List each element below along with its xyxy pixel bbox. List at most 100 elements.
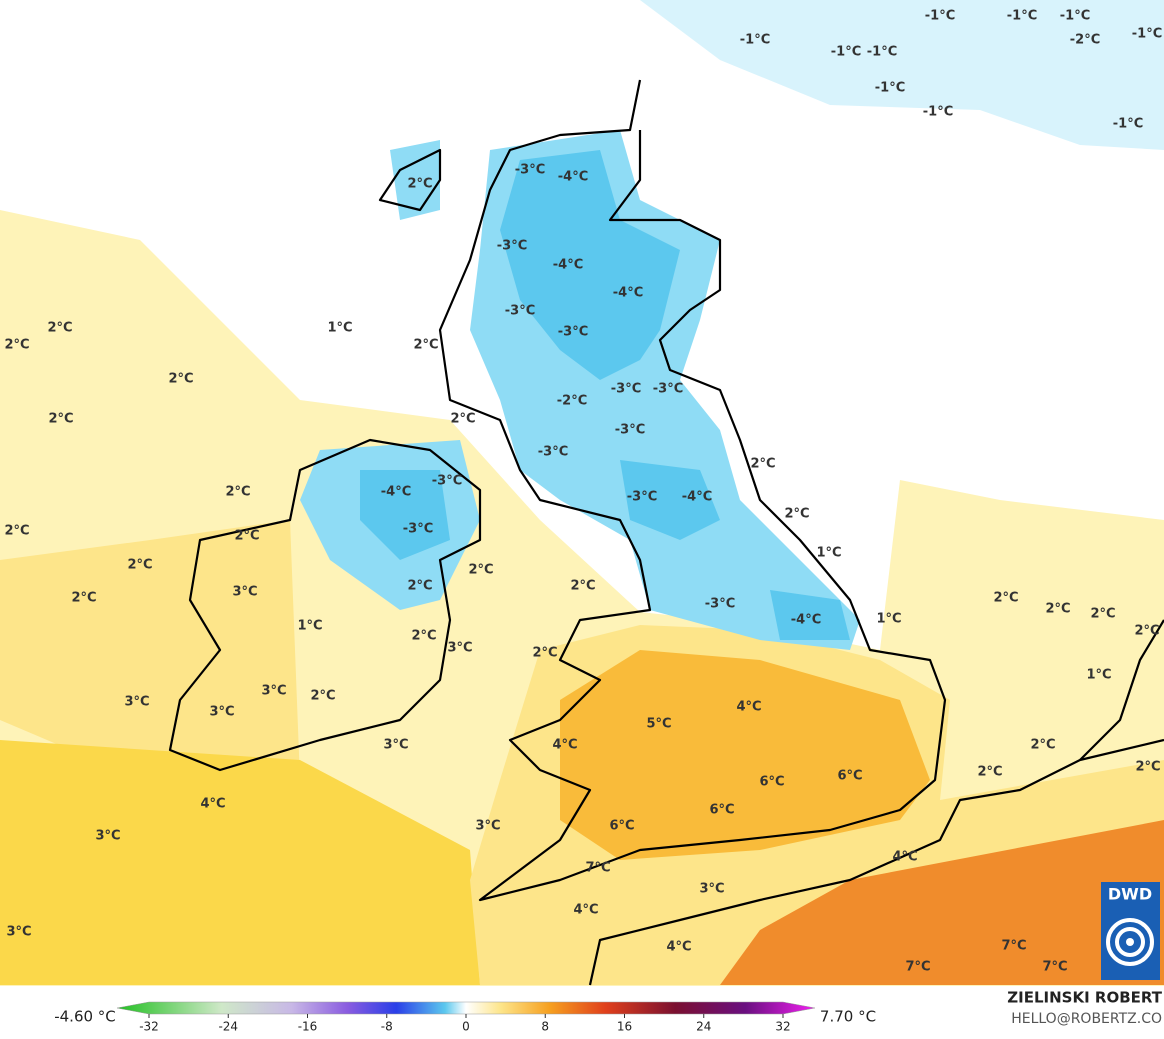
temp-label: 2°C bbox=[310, 689, 335, 704]
dwd-logo: DWD bbox=[1101, 882, 1160, 980]
temp-label: -1°C bbox=[1132, 27, 1162, 42]
coastline bbox=[588, 738, 1164, 986]
colorbar-min: -4.60 °C bbox=[54, 1008, 116, 1026]
temp-label: 6°C bbox=[709, 803, 734, 818]
temp-label: -4°C bbox=[558, 170, 588, 185]
logo-text: DWD bbox=[1108, 885, 1152, 904]
temp-label: 2°C bbox=[570, 579, 595, 594]
temp-label: 7°C bbox=[905, 960, 930, 975]
temp-label: 2°C bbox=[450, 412, 475, 427]
temp-label: 2°C bbox=[71, 591, 96, 606]
colorbar-tick-label: -8 bbox=[381, 1020, 393, 1034]
temp-label: 1°C bbox=[297, 619, 322, 634]
temp-label: 2°C bbox=[47, 321, 72, 336]
temp-label: 2°C bbox=[407, 177, 432, 192]
temp-label: -3°C bbox=[432, 474, 462, 489]
coastline bbox=[168, 438, 482, 772]
temp-label: 3°C bbox=[383, 738, 408, 753]
temp-label: 2°C bbox=[1135, 760, 1160, 775]
temp-label: 2°C bbox=[234, 529, 259, 544]
temp-label: 2°C bbox=[48, 412, 73, 427]
temp-label: -3°C bbox=[611, 382, 641, 397]
temp-label: 2°C bbox=[1134, 624, 1159, 639]
map-area bbox=[0, 0, 1164, 986]
temp-label: 7°C bbox=[585, 861, 610, 876]
temp-label: 2°C bbox=[411, 629, 436, 644]
temp-label: 2°C bbox=[407, 579, 432, 594]
temp-label: 3°C bbox=[6, 925, 31, 940]
temp-label: 3°C bbox=[209, 705, 234, 720]
temp-label: 5°C bbox=[646, 717, 671, 732]
temp-label: 6°C bbox=[759, 775, 784, 790]
temp-label: 4°C bbox=[200, 797, 225, 812]
temp-label: 2°C bbox=[532, 646, 557, 661]
coastline bbox=[378, 148, 442, 212]
temp-label: -3°C bbox=[653, 382, 683, 397]
temp-label: -3°C bbox=[497, 239, 527, 254]
colorbar-max: 7.70 °C bbox=[820, 1008, 876, 1026]
temp-label: 3°C bbox=[447, 641, 472, 656]
temp-label: 2°C bbox=[168, 372, 193, 387]
temp-label: -3°C bbox=[627, 490, 657, 505]
temp-label: 2°C bbox=[1030, 738, 1055, 753]
colorbar-tick-label: -16 bbox=[298, 1020, 318, 1034]
temp-label: 4°C bbox=[552, 738, 577, 753]
colorbar-tick-label: 8 bbox=[541, 1020, 549, 1034]
temp-label: -1°C bbox=[923, 105, 953, 120]
temp-label: -3°C bbox=[615, 423, 645, 438]
colorbar-tick-label: -32 bbox=[139, 1020, 159, 1034]
temp-label: -3°C bbox=[403, 522, 433, 537]
temp-label: -4°C bbox=[613, 286, 643, 301]
temp-label: -4°C bbox=[791, 613, 821, 628]
temp-label: 2°C bbox=[750, 457, 775, 472]
coastline bbox=[438, 79, 947, 902]
colorbar-tick-label: 32 bbox=[775, 1020, 790, 1034]
temp-label: -1°C bbox=[740, 33, 770, 48]
temp-label: -4°C bbox=[553, 258, 583, 273]
temp-label: -4°C bbox=[381, 485, 411, 500]
temp-label: 3°C bbox=[124, 695, 149, 710]
temp-label: 1°C bbox=[816, 546, 841, 561]
temp-label: 4°C bbox=[736, 700, 761, 715]
temp-label: 3°C bbox=[95, 829, 120, 844]
temp-label: 4°C bbox=[892, 850, 917, 865]
temp-label: -1°C bbox=[867, 45, 897, 60]
temp-label: 2°C bbox=[1045, 602, 1070, 617]
temp-label: 2°C bbox=[4, 524, 29, 539]
temp-label: 6°C bbox=[609, 819, 634, 834]
temp-label: 6°C bbox=[837, 769, 862, 784]
credit-name: ZIELINSKI ROBERT bbox=[1007, 989, 1162, 1007]
temp-label: 7°C bbox=[1001, 939, 1026, 954]
temp-label: -3°C bbox=[515, 163, 545, 178]
temp-label: -2°C bbox=[557, 394, 587, 409]
temp-label: 2°C bbox=[468, 563, 493, 578]
temp-label: -1°C bbox=[831, 45, 861, 60]
temp-label: 2°C bbox=[784, 507, 809, 522]
temp-label: -1°C bbox=[875, 81, 905, 96]
temp-label: 1°C bbox=[327, 321, 352, 336]
temp-label: -2°C bbox=[1070, 33, 1100, 48]
temp-label: -1°C bbox=[1007, 9, 1037, 24]
temp-label: 3°C bbox=[232, 585, 257, 600]
temp-label: 7°C bbox=[1042, 960, 1067, 975]
colorbar-tick-label: 0 bbox=[462, 1020, 470, 1034]
temp-label: 2°C bbox=[1090, 607, 1115, 622]
coastline bbox=[1079, 619, 1164, 761]
colorbar: -4.60 °C 7.70 °C -32 -24 -16 -8 0 8 16 24 32 bbox=[54, 1001, 876, 1034]
temp-label: 3°C bbox=[699, 882, 724, 897]
temp-label: 2°C bbox=[225, 485, 250, 500]
colorbar-tick-label: -24 bbox=[218, 1020, 238, 1034]
temp-label: 2°C bbox=[977, 765, 1002, 780]
colorbar-tick-label: 16 bbox=[617, 1020, 632, 1034]
credit-email: HELLO@ROBERTZ.CO bbox=[1011, 1011, 1162, 1027]
temp-label: 2°C bbox=[413, 338, 438, 353]
temp-label: 3°C bbox=[261, 684, 286, 699]
temp-label: 2°C bbox=[127, 558, 152, 573]
temp-label: 2°C bbox=[993, 591, 1018, 606]
temp-label: 3°C bbox=[475, 819, 500, 834]
temp-label: 4°C bbox=[573, 903, 598, 918]
temp-label: 4°C bbox=[666, 940, 691, 955]
temp-label: -3°C bbox=[505, 304, 535, 319]
colorbar-tick-label: 24 bbox=[696, 1020, 711, 1034]
